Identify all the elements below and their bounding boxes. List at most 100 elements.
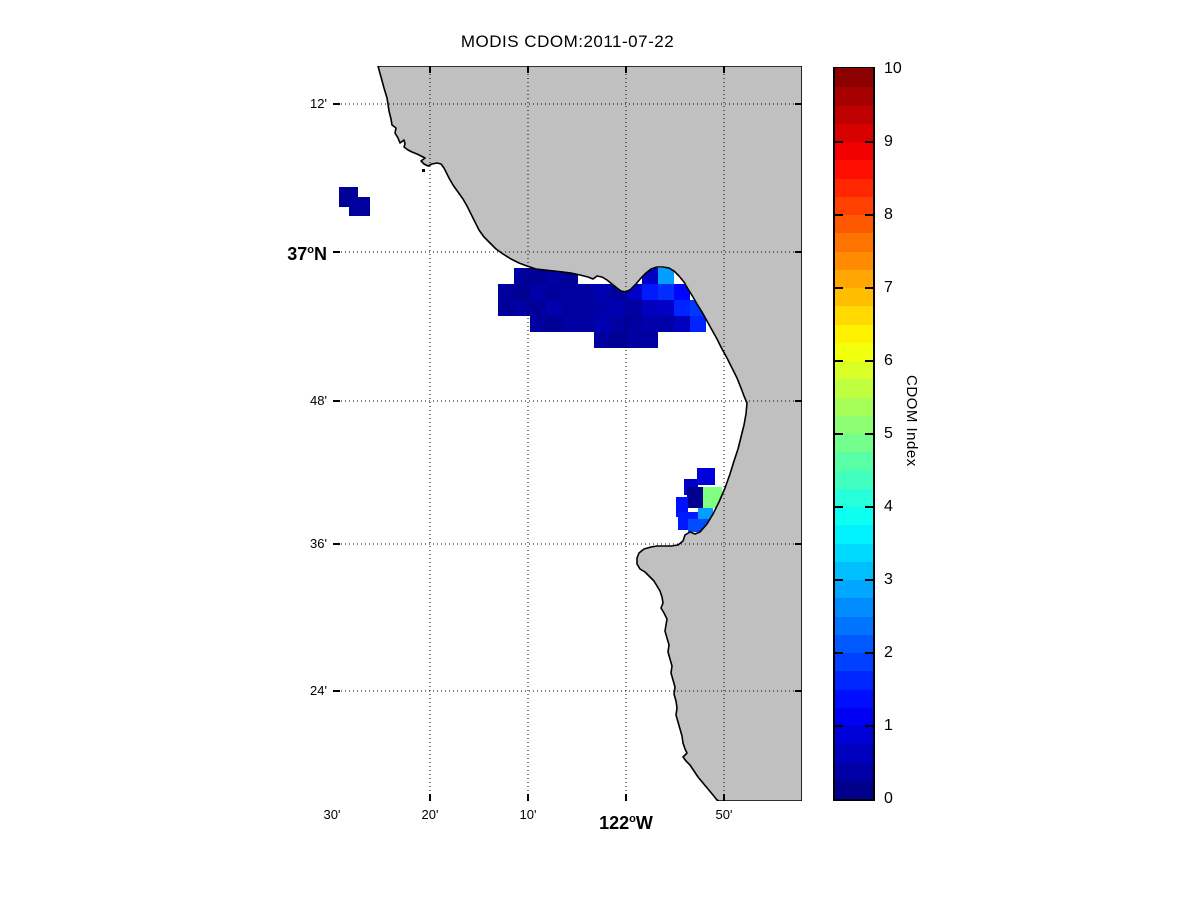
cdom-cell: [530, 268, 546, 284]
colorbar-tick-label: 10: [884, 60, 902, 77]
x-axis-degree-label: 122oW: [571, 808, 681, 834]
cdom-cell: [546, 284, 562, 300]
islet-rock: [422, 169, 425, 172]
colorbar-tick-right: [865, 506, 873, 508]
cdom-cell: [690, 316, 706, 332]
colorbar-tick-right: [865, 360, 873, 362]
colorbar-band: [835, 724, 873, 745]
cdom-cell: [514, 284, 530, 300]
colorbar-tick-label: 2: [884, 644, 893, 661]
colorbar-band: [835, 140, 873, 161]
colorbar-band: [835, 177, 873, 197]
colorbar-band: [835, 159, 873, 179]
cdom-cell: [578, 284, 594, 300]
map-canvas: [333, 66, 802, 801]
colorbar-tick-right: [865, 433, 873, 435]
x-tick-label: 20': [421, 807, 439, 822]
colorbar-tick-left: [835, 433, 843, 435]
colorbar-band: [835, 213, 873, 234]
colorbar-band: [835, 542, 873, 562]
cdom-cell: [578, 300, 594, 316]
cdom-cell: [546, 300, 562, 316]
colorbar-band: [835, 232, 873, 252]
colorbar-tick-left: [835, 725, 843, 727]
x-tick-label: 10': [519, 807, 537, 822]
cdom-cell: [349, 197, 370, 216]
colorbar-band: [835, 305, 873, 325]
cdom-cell: [674, 284, 690, 300]
colorbar-tick-right: [865, 141, 873, 143]
cdom-cell: [610, 316, 626, 332]
colorbar-band: [835, 432, 873, 453]
cdom-cell: [626, 316, 642, 332]
cdom-cell: [594, 284, 610, 300]
cdom-cell: [546, 316, 562, 332]
colorbar-band: [835, 651, 873, 672]
cdom-cell: [594, 300, 610, 316]
cdom-cell: [594, 316, 610, 332]
colorbar-band: [835, 341, 873, 361]
colorbar-tick-label: 3: [884, 571, 893, 588]
colorbar-tick-right: [865, 725, 873, 727]
colorbar-tick-label: 8: [884, 206, 893, 223]
x-degree-superscript: o: [629, 813, 636, 825]
y-tick-label: 24': [310, 683, 327, 698]
colorbar-band: [835, 86, 873, 106]
cdom-cell: [687, 487, 703, 508]
colorbar-tick-left: [835, 506, 843, 508]
colorbar-band: [835, 597, 873, 617]
cdom-cell: [697, 468, 715, 485]
colorbar-band: [835, 359, 873, 380]
chart-title: MODIS CDOM:2011-07-22: [460, 32, 675, 51]
colorbar-band: [835, 505, 873, 526]
x-degree-suffix: W: [635, 813, 653, 833]
cdom-cell: [562, 284, 578, 300]
colorbar-band: [835, 560, 873, 580]
cdom-cell: [674, 316, 690, 332]
colorbar-band: [835, 122, 873, 142]
cdom-cell: [514, 300, 530, 316]
colorbar-band: [835, 396, 873, 416]
cdom-cell: [642, 284, 658, 300]
colorbar-tick-left: [835, 214, 843, 216]
colorbar-band: [835, 487, 873, 507]
colorbar-band: [835, 286, 873, 307]
colorbar-tick-left: [835, 141, 843, 143]
x-degree-value: 122: [599, 813, 630, 833]
cdom-cell: [674, 300, 690, 316]
colorbar: [833, 67, 875, 801]
colorbar-tick-label: 0: [884, 790, 893, 807]
colorbar-band: [835, 524, 873, 544]
cdom-cell: [626, 332, 642, 348]
colorbar-band: [835, 323, 873, 343]
cdom-cell: [514, 268, 530, 284]
colorbar-band: [835, 451, 873, 471]
cdom-cell: [498, 284, 514, 300]
colorbar-band: [835, 761, 873, 781]
y-tick-label: 36': [310, 536, 327, 551]
colorbar-band: [835, 469, 873, 489]
colorbar-band: [835, 378, 873, 398]
y-tick-label: 48': [310, 393, 327, 408]
colorbar-band: [835, 195, 873, 215]
x-tick-label: 50': [715, 807, 733, 822]
colorbar-band: [835, 414, 873, 434]
cdom-cell: [578, 316, 594, 332]
colorbar-tick-right: [865, 214, 873, 216]
cdom-cell: [562, 316, 578, 332]
colorbar-band: [835, 578, 873, 599]
y-degree-superscript: o: [307, 244, 314, 256]
land-mass: [377, 66, 802, 801]
colorbar-band: [835, 104, 873, 124]
colorbar-tick-label: 5: [884, 425, 893, 442]
cdom-cell: [642, 300, 658, 316]
colorbar-band: [835, 779, 873, 799]
colorbar-tick-label: 6: [884, 352, 893, 369]
colorbar-tick-right: [865, 579, 873, 581]
cdom-cell: [610, 332, 626, 348]
cdom-cell: [610, 300, 626, 316]
colorbar-band: [835, 67, 873, 88]
cdom-cell: [703, 487, 722, 508]
colorbar-tick-right: [865, 652, 873, 654]
y-tick-label: 12': [310, 96, 327, 111]
